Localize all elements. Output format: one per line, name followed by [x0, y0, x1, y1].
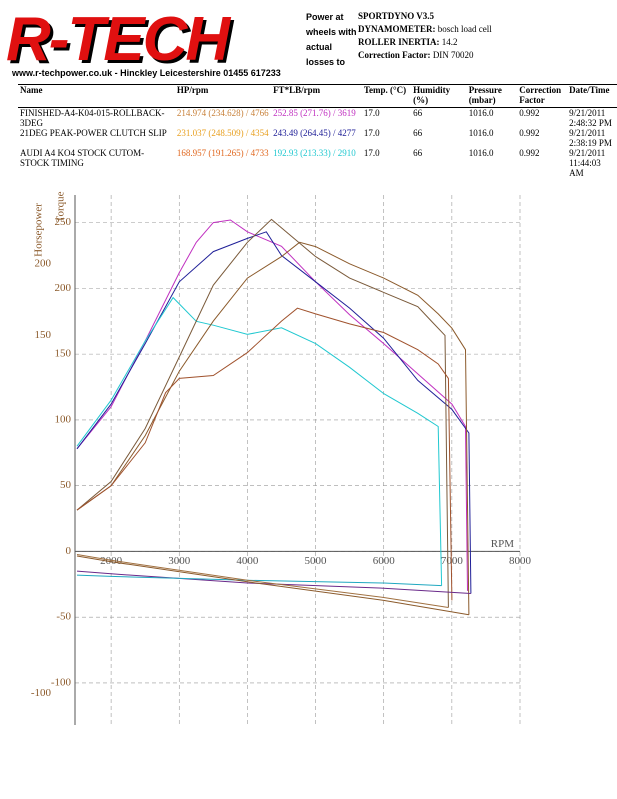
- x-tick-label: 7000: [441, 555, 464, 567]
- spec-value: 14.2: [441, 37, 458, 47]
- cell: 17.0: [363, 128, 380, 138]
- y-axis-label: Torque: [55, 191, 67, 222]
- cell: 21DEG PEAK-POWER CLUTCH SLIP: [20, 128, 167, 138]
- spec-label: Correction Factor:: [358, 50, 431, 60]
- column-header: Humidity (%): [411, 84, 467, 108]
- power-note: Power at wheels with actual losses to gi…: [306, 12, 357, 67]
- run-table: Name HP/rpm FT*LB/rpm Temp. (°C) Humidity (%…: [18, 84, 617, 178]
- cell: 243.49 (264.45) / 4277: [273, 128, 356, 138]
- cell: 66: [413, 108, 423, 118]
- x-axis-label: RPM: [491, 538, 514, 550]
- y-tick-label: 0: [66, 545, 72, 557]
- specs: SPORTDYNO V3.5 DYNAMOMETER: bosch load ce…: [358, 10, 492, 62]
- y-tick-label: -50: [56, 611, 71, 623]
- y-tick-label: 50: [60, 479, 72, 491]
- x-tick-label: 2000: [100, 555, 123, 567]
- column-header: FT*LB/rpm: [271, 84, 362, 108]
- cell: 9/21/2011 2:38:19 PM: [569, 128, 612, 148]
- cell: 9/21/2011 2:48:32 PM: [569, 108, 612, 128]
- series-line: [76, 555, 469, 616]
- y2-axis-label: Horsepower: [33, 203, 45, 257]
- y-tick-label: 250: [55, 216, 72, 228]
- spec-value: DIN 70020: [432, 50, 474, 60]
- cell: 1016.0: [468, 108, 494, 118]
- x-tick-label: 8000: [509, 555, 532, 567]
- y2-tick-label: -100: [31, 687, 52, 699]
- cell: 9/21/2011 11:44:03 AM: [569, 148, 606, 178]
- x-tick-label: 6000: [373, 555, 396, 567]
- website: www.r-techpower.co.uk - Hinckley Leicest…: [12, 68, 281, 78]
- series-line: [76, 219, 468, 591]
- spec-row: SPORTDYNO V3.5: [358, 10, 492, 23]
- cell: 0.992: [519, 148, 540, 158]
- run-row: 21DEG PEAK-POWER CLUTCH SLIP 231.037 (248…: [18, 128, 617, 148]
- y-tick-label: 100: [55, 413, 72, 425]
- cell: 252.85 (271.76) / 3619: [273, 108, 356, 118]
- cell: 0.992: [519, 108, 540, 118]
- spec-label: ROLLER INERTIA:: [358, 37, 440, 47]
- y-tick-label: -100: [51, 676, 72, 688]
- header-row: Name HP/rpm FT*LB/rpm Temp. (°C) Humidity (%…: [18, 84, 617, 108]
- series-line: [76, 241, 470, 615]
- cell: 1016.0: [468, 128, 494, 138]
- series-line: [76, 570, 471, 594]
- cell: 0.992: [519, 128, 540, 138]
- y-tick-label: 150: [55, 348, 72, 360]
- logo: R-TECH: [6, 5, 230, 74]
- spec-row: ROLLER INERTIA: 14.2: [358, 36, 492, 49]
- x-tick-label: 4000: [236, 555, 259, 567]
- cell: FINISHED-A4-K04-015-ROLLBACK-3DEG: [20, 108, 165, 128]
- cell: 214.974 (234.628) / 4766: [176, 108, 269, 118]
- cell: 66: [413, 148, 423, 158]
- y-tick-label: 200: [55, 282, 72, 294]
- spec-value: bosch load cell: [437, 24, 492, 34]
- run-row: FINISHED-A4-K04-015-ROLLBACK-3DEG 214.974…: [18, 108, 617, 129]
- cell: 231.037 (248.509) / 4354: [176, 128, 269, 138]
- cell: 17.0: [363, 148, 380, 158]
- cell: 192.93 (213.33) / 2910: [273, 148, 356, 158]
- series-line: [76, 574, 442, 587]
- spec-label: SPORTDYNO V3.5: [358, 11, 435, 21]
- spec-row: Correction Factor: DIN 70020: [358, 49, 492, 62]
- spec-row: DYNAMOMETER: bosch load cell: [358, 23, 492, 36]
- column-header: Name: [18, 84, 175, 108]
- column-header: Date/Time: [567, 84, 617, 108]
- column-header: Pressure (mbar): [466, 84, 518, 108]
- cell: 66: [413, 128, 423, 138]
- cell: 168.957 (191.265) / 4733: [176, 148, 269, 158]
- series-line: [76, 218, 449, 608]
- series-line: [76, 296, 443, 586]
- column-header: Temp. (°C): [361, 84, 412, 108]
- x-tick-label: 3000: [168, 555, 191, 567]
- y2-tick-label: 150: [35, 329, 52, 341]
- cell: 1016.0: [468, 148, 494, 158]
- run-row: AUDI A4 KO4 STOCK CUTOM-STOCK TIMING 168.…: [18, 148, 617, 178]
- spec-label: DYNAMOMETER:: [358, 24, 436, 34]
- series-line: [76, 554, 449, 608]
- cell: AUDI A4 KO4 STOCK CUTOM-STOCK TIMING: [20, 148, 145, 168]
- cell: 17.0: [363, 108, 380, 118]
- y2-tick-label: 200: [35, 257, 52, 269]
- series-line: [76, 231, 472, 594]
- column-header: HP/rpm: [174, 84, 272, 108]
- x-tick-label: 5000: [305, 555, 328, 567]
- series-line: [76, 307, 453, 601]
- column-header: Correction Factor: [517, 84, 568, 108]
